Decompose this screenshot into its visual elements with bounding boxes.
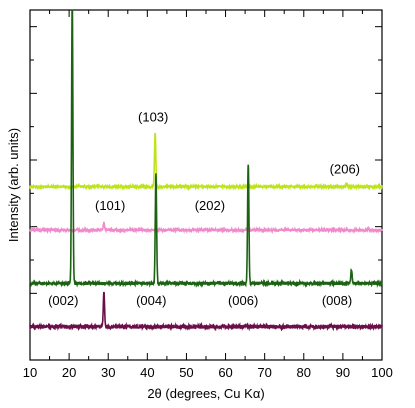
x-tick-label: 20 [62, 365, 76, 380]
x-tick-label: 40 [140, 365, 154, 380]
peak-annotation: (004) [136, 293, 166, 308]
peak-annotation: (008) [322, 293, 352, 308]
series-group [29, 9, 383, 332]
series-line-2 [29, 221, 383, 235]
peak-annotation: (002) [48, 293, 78, 308]
peak-annotations: (103) (206) (101) (202) (002) (004) (006) (008) [48, 110, 360, 308]
x-tick-label: 90 [336, 365, 350, 380]
x-tick-label: 60 [218, 365, 232, 380]
x-tick-label: 50 [179, 365, 193, 380]
x-tick-label: 70 [257, 365, 271, 380]
peak-annotation: (206) [330, 161, 360, 176]
x-tick-label: 10 [23, 365, 37, 380]
y-axis-label: Intensity (arb. units) [6, 128, 21, 242]
peak-annotation: (101) [95, 198, 125, 213]
x-tick-label: 30 [101, 365, 115, 380]
y-ticks [30, 26, 382, 328]
series-line-1 [29, 132, 383, 191]
x-tick-label: 80 [297, 365, 311, 380]
x-ticks: 10 20 30 40 50 60 70 80 90 100 [23, 10, 393, 380]
peak-annotation: (006) [228, 293, 258, 308]
x-tick-label: 100 [371, 365, 393, 380]
peak-annotation: (202) [195, 198, 225, 213]
x-axis-label: 2θ (degrees, Cu Kα) [147, 386, 264, 401]
peak-annotation: (103) [138, 110, 168, 125]
series-line-4 [29, 291, 383, 332]
series-line-3 [29, 9, 383, 289]
